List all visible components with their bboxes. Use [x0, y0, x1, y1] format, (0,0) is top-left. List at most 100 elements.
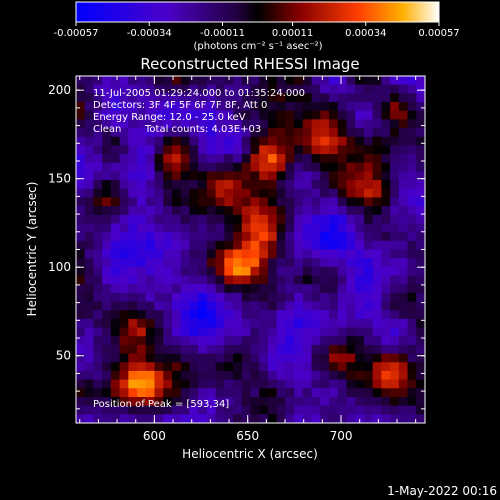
heatmap-pixel: [119, 162, 129, 173]
heatmap-pixel: [215, 110, 225, 120]
heatmap-pixel: [119, 396, 129, 407]
heatmap-pixel: [137, 136, 147, 147]
heatmap-pixel: [337, 301, 348, 311]
heatmap-pixel: [215, 128, 225, 138]
heatmap-pixel: [206, 301, 217, 311]
heatmap-pixel: [372, 249, 382, 259]
heatmap-pixel: [241, 353, 252, 363]
heatmap-pixel: [285, 388, 295, 398]
heatmap-pixel: [119, 240, 129, 251]
heatmap-pixel: [355, 76, 365, 86]
heatmap-pixel: [137, 162, 147, 173]
heatmap-pixel: [416, 180, 425, 190]
heatmap-pixel: [137, 171, 147, 181]
heatmap-pixel: [416, 292, 425, 303]
heatmap-pixel: [241, 258, 252, 268]
heatmap-pixel: [285, 240, 295, 251]
heatmap-pixel: [311, 93, 321, 103]
heatmap-pixel: [189, 171, 199, 181]
heatmap-pixel: [215, 275, 225, 285]
heatmap-pixel: [320, 171, 330, 181]
heatmap-pixel: [137, 206, 147, 216]
heatmap-pixel: [163, 379, 173, 389]
heatmap-pixel: [189, 223, 199, 233]
heatmap-pixel: [110, 370, 121, 381]
heatmap-pixel: [93, 318, 103, 329]
annotation-time-range: 11-Jul-2005 01:29:24.000 to 01:35:24.000: [93, 88, 305, 99]
heatmap-pixel: [198, 388, 208, 398]
heatmap-pixel: [241, 110, 252, 120]
heatmap-pixel: [93, 284, 103, 294]
heatmap-pixel: [224, 136, 234, 147]
heatmap-pixel: [259, 232, 269, 242]
heatmap-pixel: [346, 171, 356, 181]
heatmap-pixel: [407, 310, 417, 320]
heatmap-pixel: [76, 414, 86, 423]
heatmap-pixel: [180, 197, 191, 207]
heatmap-pixel: [311, 388, 321, 398]
heatmap-pixel: [93, 197, 103, 207]
heatmap-pixel: [154, 188, 164, 199]
heatmap-pixel: [329, 344, 339, 355]
heatmap-pixel: [390, 188, 400, 199]
heatmap-pixel: [390, 180, 400, 190]
heatmap-pixel: [294, 214, 304, 225]
x-tick-label: 700: [330, 429, 353, 443]
heatmap-pixel: [128, 154, 138, 164]
heatmap-pixel: [163, 240, 173, 251]
heatmap-pixel: [180, 379, 191, 389]
heatmap-pixel: [93, 84, 103, 94]
heatmap-pixel: [189, 154, 199, 164]
heatmap-pixel: [337, 197, 348, 207]
heatmap-pixel: [259, 162, 269, 173]
heatmap-pixel: [215, 119, 225, 129]
heatmap-pixel: [311, 84, 321, 94]
heatmap-pixel: [302, 292, 313, 303]
heatmap-pixel: [302, 128, 313, 138]
heatmap-pixel: [215, 249, 225, 259]
heatmap-pixel: [233, 353, 243, 363]
heatmap-pixel: [84, 197, 95, 207]
heatmap-pixel: [180, 249, 191, 259]
heatmap-pixel: [276, 162, 286, 173]
heatmap-pixel: [363, 266, 374, 277]
heatmap-pixel: [154, 197, 164, 207]
heatmap-pixel: [119, 266, 129, 277]
heatmap-pixel: [119, 197, 129, 207]
heatmap-pixel: [259, 336, 269, 346]
heatmap-pixel: [276, 388, 286, 398]
heatmap-pixel: [259, 188, 269, 199]
heatmap-pixel: [171, 128, 182, 138]
heatmap-pixel: [110, 171, 121, 181]
heatmap-pixel: [206, 275, 217, 285]
heatmap-pixel: [285, 145, 295, 155]
heatmap-pixel: [381, 93, 391, 103]
heatmap-pixel: [329, 353, 339, 363]
heatmap-pixel: [224, 102, 234, 112]
heatmap-pixel: [302, 154, 313, 164]
heatmap-pixel: [329, 318, 339, 329]
heatmap-pixel: [206, 405, 217, 415]
heatmap-pixel: [110, 206, 121, 216]
heatmap-pixel: [145, 223, 156, 233]
heatmap-pixel: [128, 128, 138, 138]
heatmap-pixel: [337, 102, 348, 112]
heatmap-pixel: [355, 119, 365, 129]
heatmap-pixel: [154, 379, 164, 389]
heatmap-pixel: [76, 136, 86, 147]
heatmap-pixel: [102, 405, 112, 415]
heatmap-pixel: [372, 275, 382, 285]
heatmap-pixel: [224, 344, 234, 355]
heatmap-pixel: [198, 301, 208, 311]
heatmap-pixel: [110, 327, 121, 337]
heatmap-pixel: [302, 327, 313, 337]
heatmap-pixel: [355, 136, 365, 147]
heatmap-pixel: [76, 110, 86, 120]
heatmap-pixel: [346, 240, 356, 251]
heatmap-pixel: [250, 362, 260, 372]
heatmap-pixel: [119, 292, 129, 303]
heatmap-pixel: [329, 405, 339, 415]
heatmap-pixel: [224, 258, 234, 268]
heatmap-pixel: [154, 76, 164, 86]
heatmap-pixel: [163, 405, 173, 415]
